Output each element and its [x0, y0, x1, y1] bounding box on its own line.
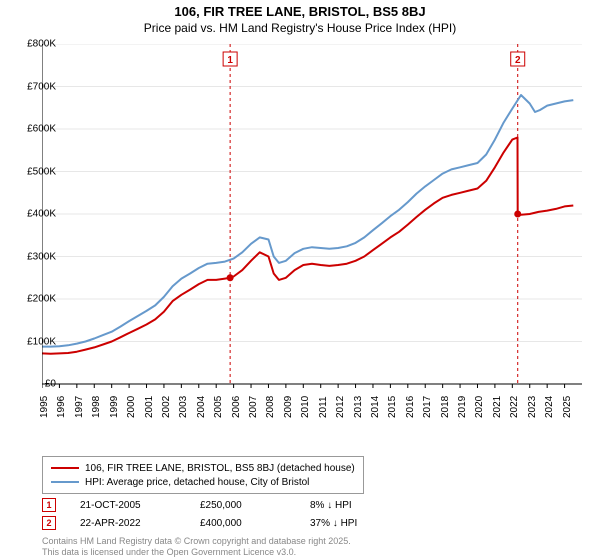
y-tick-label: £700K: [27, 81, 56, 92]
legend-label-series1: 106, FIR TREE LANE, BRISTOL, BS5 8BJ (de…: [85, 463, 355, 474]
x-tick-label: 2000: [126, 396, 137, 418]
legend-swatch-series1: [51, 467, 79, 469]
x-tick-label: 2022: [509, 396, 520, 418]
x-tick-label: 2018: [440, 396, 451, 418]
x-tick-label: 2006: [231, 396, 242, 418]
transaction-date: 21-OCT-2005: [80, 500, 200, 511]
line-chart: 12: [42, 44, 582, 414]
y-tick-label: £400K: [27, 209, 56, 220]
x-tick-label: 2024: [544, 396, 555, 418]
series-hpi: [42, 95, 573, 347]
x-tick-label: 2003: [178, 396, 189, 418]
y-tick-label: £200K: [27, 294, 56, 305]
y-tick-label: £100K: [27, 336, 56, 347]
x-tick-label: 1995: [39, 396, 50, 418]
transaction-row: 1 21-OCT-2005 £250,000 8% ↓ HPI: [42, 496, 420, 514]
svg-text:2: 2: [515, 55, 521, 66]
transaction-row: 2 22-APR-2022 £400,000 37% ↓ HPI: [42, 514, 420, 532]
x-tick-label: 2023: [527, 396, 538, 418]
x-tick-label: 2020: [474, 396, 485, 418]
y-tick-label: £600K: [27, 124, 56, 135]
svg-text:1: 1: [227, 55, 233, 66]
y-tick-label: £300K: [27, 251, 56, 262]
x-tick-label: 2001: [144, 396, 155, 418]
x-tick-label: 2010: [300, 396, 311, 418]
x-tick-label: 2007: [248, 396, 259, 418]
y-tick-label: £500K: [27, 166, 56, 177]
x-tick-label: 2014: [370, 396, 381, 418]
transaction-delta: 8% ↓ HPI: [310, 500, 420, 511]
x-tick-label: 2004: [196, 396, 207, 418]
series-price_paid: [42, 138, 573, 354]
transaction-marker-2: 2: [42, 516, 56, 530]
transaction-price: £250,000: [200, 500, 310, 511]
x-tick-label: 2002: [161, 396, 172, 418]
legend-swatch-series2: [51, 481, 79, 483]
y-tick-label: £0: [45, 379, 56, 390]
title-address: 106, FIR TREE LANE, BRISTOL, BS5 8BJ: [0, 4, 600, 19]
x-tick-label: 2005: [213, 396, 224, 418]
x-tick-label: 2015: [387, 396, 398, 418]
transaction-date: 22-APR-2022: [80, 518, 200, 529]
legend-label-series2: HPI: Average price, detached house, City…: [85, 477, 309, 488]
title-subtitle: Price paid vs. HM Land Registry's House …: [0, 21, 600, 35]
x-tick-label: 2008: [265, 396, 276, 418]
legend: 106, FIR TREE LANE, BRISTOL, BS5 8BJ (de…: [42, 456, 364, 494]
legend-row-series2: HPI: Average price, detached house, City…: [51, 475, 355, 489]
transaction-price: £400,000: [200, 518, 310, 529]
footer-line1: Contains HM Land Registry data © Crown c…: [42, 536, 351, 546]
x-tick-label: 2012: [335, 396, 346, 418]
transaction-marker-1: 1: [42, 498, 56, 512]
x-tick-label: 2025: [562, 396, 573, 418]
x-tick-label: 2019: [457, 396, 468, 418]
x-tick-label: 2009: [283, 396, 294, 418]
transactions-table: 1 21-OCT-2005 £250,000 8% ↓ HPI 2 22-APR…: [42, 496, 420, 532]
x-tick-label: 1997: [74, 396, 85, 418]
footer-line2: This data is licensed under the Open Gov…: [42, 547, 296, 557]
x-tick-label: 2011: [318, 396, 329, 418]
y-tick-label: £800K: [27, 39, 56, 50]
x-tick-label: 1999: [109, 396, 120, 418]
x-tick-label: 2021: [492, 396, 503, 418]
x-tick-label: 1998: [91, 396, 102, 418]
footer-attribution: Contains HM Land Registry data © Crown c…: [42, 536, 351, 558]
chart-container: { "title": { "line1": "106, FIR TREE LAN…: [0, 0, 600, 560]
transaction-delta: 37% ↓ HPI: [310, 518, 420, 529]
legend-row-series1: 106, FIR TREE LANE, BRISTOL, BS5 8BJ (de…: [51, 461, 355, 475]
title-block: 106, FIR TREE LANE, BRISTOL, BS5 8BJ Pri…: [0, 0, 600, 35]
x-tick-label: 2013: [353, 396, 364, 418]
x-tick-label: 1996: [56, 396, 67, 418]
x-tick-label: 2017: [422, 396, 433, 418]
x-tick-label: 2016: [405, 396, 416, 418]
